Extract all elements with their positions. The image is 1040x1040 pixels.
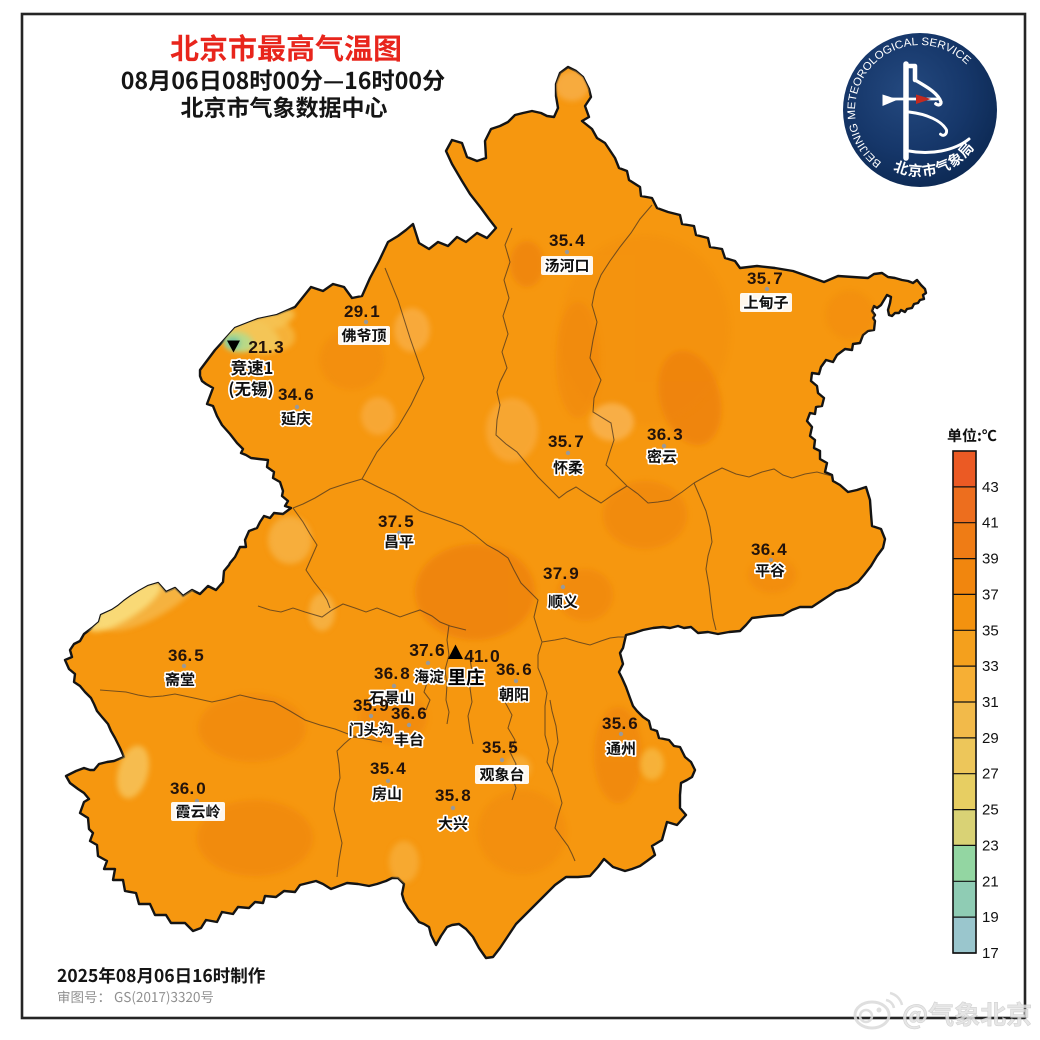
svg-text:37. 5: 37. 5: [378, 512, 414, 531]
svg-text:34. 6: 34. 6: [278, 385, 314, 404]
svg-text:41: 41: [982, 515, 999, 532]
svg-text:35. 8: 35. 8: [435, 786, 471, 805]
svg-text:36. 4: 36. 4: [751, 540, 787, 559]
svg-text:35. 5: 35. 5: [482, 738, 518, 757]
svg-text:43: 43: [982, 479, 999, 496]
svg-text:33: 33: [982, 658, 999, 675]
svg-text:35. 7: 35. 7: [747, 269, 783, 288]
svg-text:36. 8: 36. 8: [374, 664, 410, 683]
svg-text:36. 6: 36. 6: [496, 660, 532, 679]
svg-text:36. 0: 36. 0: [170, 779, 206, 798]
svg-text:19: 19: [982, 909, 999, 926]
svg-text:36. 6: 36. 6: [391, 704, 427, 723]
svg-text:36. 5: 36. 5: [168, 646, 204, 665]
svg-text:21. 3: 21. 3: [248, 337, 284, 357]
svg-text:35. 7: 35. 7: [548, 432, 584, 451]
svg-text:35: 35: [982, 622, 999, 639]
svg-text:23: 23: [982, 837, 999, 854]
svg-text:31: 31: [982, 694, 999, 711]
svg-text:17: 17: [982, 945, 999, 962]
svg-text:35. 4: 35. 4: [549, 231, 585, 250]
svg-text:37. 9: 37. 9: [543, 564, 579, 583]
svg-text:27: 27: [982, 766, 999, 783]
svg-text:25: 25: [982, 802, 999, 819]
svg-text:35. 4: 35. 4: [370, 759, 406, 778]
svg-text:29. 1: 29. 1: [344, 302, 380, 321]
svg-text:37. 6: 37. 6: [409, 640, 445, 660]
svg-text:39: 39: [982, 551, 999, 568]
svg-text:36. 3: 36. 3: [647, 425, 683, 444]
svg-text:35. 9: 35. 9: [353, 696, 389, 715]
svg-text:29: 29: [982, 730, 999, 747]
svg-text:41. 0: 41. 0: [464, 646, 500, 666]
svg-text:21: 21: [982, 873, 999, 890]
svg-text:37: 37: [982, 586, 999, 603]
svg-text:35. 6: 35. 6: [602, 714, 638, 733]
